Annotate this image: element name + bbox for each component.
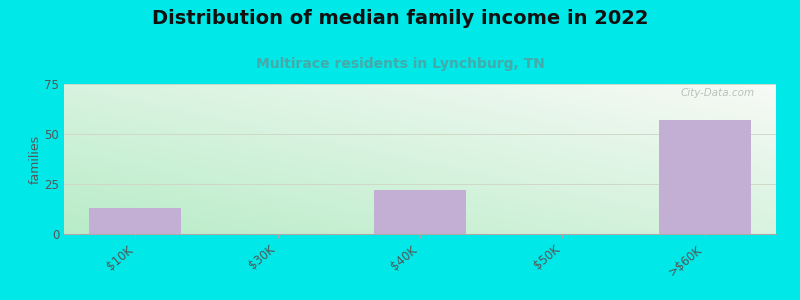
Text: Distribution of median family income in 2022: Distribution of median family income in … (152, 9, 648, 28)
Bar (374, 190, 466, 234)
Y-axis label: families: families (29, 134, 42, 184)
Text: City-Data.com: City-Data.com (681, 88, 754, 98)
Bar (658, 120, 751, 234)
Text: Multirace residents in Lynchburg, TN: Multirace residents in Lynchburg, TN (255, 57, 545, 71)
Bar (89, 208, 182, 234)
